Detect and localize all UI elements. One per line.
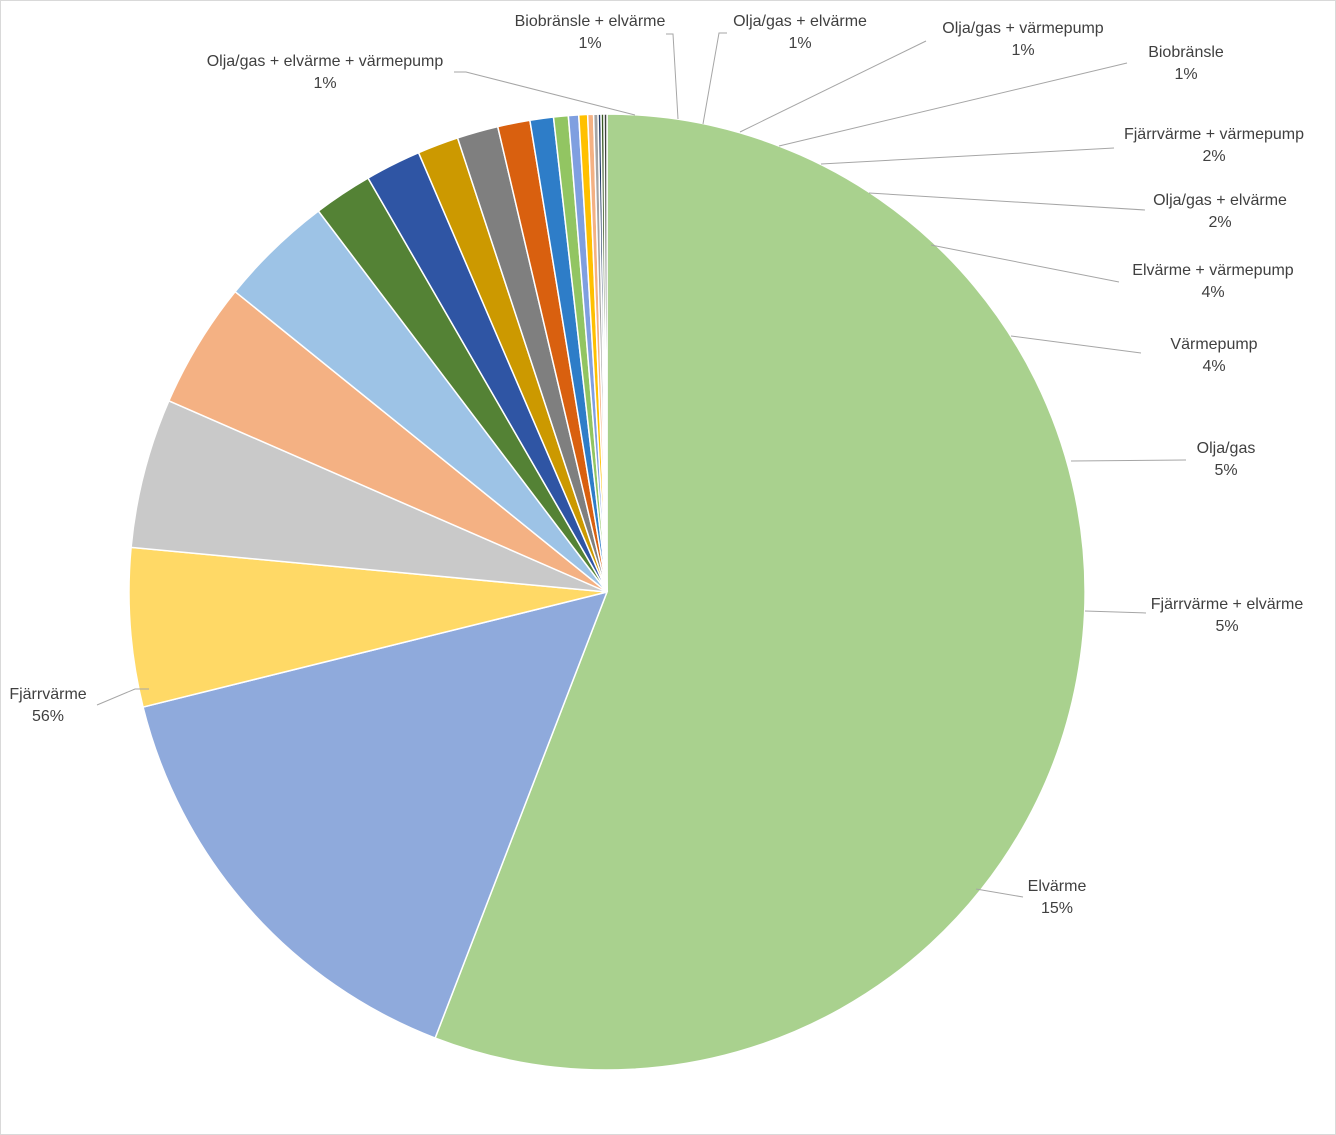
slice-label-name: Biobränsle + elvärme [515, 13, 666, 30]
slice-label-percent: 5% [1215, 618, 1238, 635]
leader-line [778, 62, 1128, 147]
pie-slices [128, 113, 1086, 1071]
slice-label-percent: 1% [578, 35, 601, 52]
pie-slice [434, 113, 1086, 1071]
pie-slice [128, 546, 608, 708]
slice-label-percent: 4% [1202, 358, 1225, 375]
slice-label-name: Olja/gas + värmepump [942, 20, 1104, 37]
leader-line [930, 244, 1120, 283]
slice-label-name: Elvärme + värmepump [1132, 262, 1293, 279]
slice-label-percent: 1% [1011, 42, 1034, 59]
slice-label-name: Fjärrvärme + värmepump [1124, 126, 1304, 143]
slice-label-percent: 5% [1214, 462, 1237, 479]
slice-label-percent: 15% [1041, 900, 1073, 917]
slice-label-percent: 2% [1208, 214, 1231, 231]
pie-slice [130, 399, 608, 593]
slice-label-name: Olja/gas + elvärme [1153, 192, 1287, 209]
slice-label-name: Fjärrvärme [9, 686, 86, 703]
pie-slice [142, 590, 609, 1040]
slice-label-name: Olja/gas + elvärme + värmepump [207, 53, 444, 70]
slice-label-percent: 1% [788, 35, 811, 52]
slice-label-name: Elvärme [1028, 878, 1087, 895]
slice-label-percent: 4% [1201, 284, 1224, 301]
slice-label-percent: 2% [1202, 148, 1225, 165]
leader-line [1010, 335, 1142, 354]
leader-line [96, 688, 149, 706]
leader-line [739, 40, 927, 133]
slice-label-percent: 56% [32, 708, 64, 725]
leader-line [1070, 459, 1187, 462]
pie-slice [603, 113, 608, 593]
slice-label-name: Biobränsle [1148, 44, 1224, 61]
slice-labels: Fjärrvärme 56% Elvärme 15% Fjärrvärme + elvä… [9, 13, 1304, 917]
slice-label-name: Olja/gas [1197, 440, 1256, 457]
leader-line [454, 71, 636, 116]
slice-label-percent: 1% [1174, 66, 1197, 83]
leader-line [666, 33, 679, 120]
leader-line [820, 147, 1115, 165]
leader-line [868, 192, 1146, 211]
leader-line [975, 888, 1024, 898]
slice-label-name: Fjärrvärme + elvärme [1151, 596, 1304, 613]
slice-label-percent: 1% [313, 75, 336, 92]
leader-lines [96, 32, 1187, 898]
slice-label-name: Olja/gas + elvärme [733, 13, 867, 30]
slice-label-name: Värmepump [1170, 336, 1257, 353]
leader-line [1084, 610, 1147, 614]
leader-line [702, 32, 727, 125]
